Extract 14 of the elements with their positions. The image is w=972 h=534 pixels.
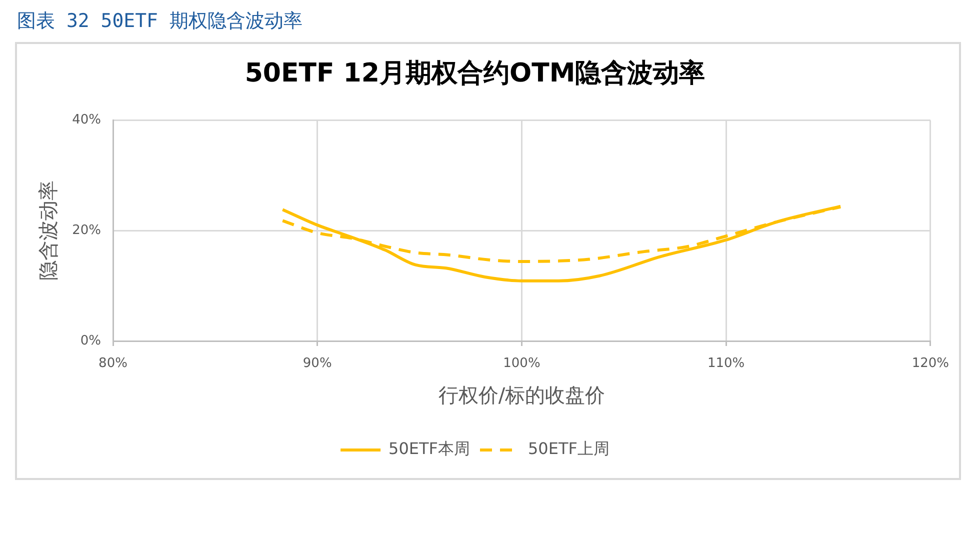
legend-label: 50ETF上周 — [528, 439, 610, 458]
x-axis-title: 行权价/标的收盘价 — [438, 383, 606, 408]
x-tick-label: 90% — [302, 356, 332, 372]
legend-label: 50ETF本周 — [388, 439, 470, 458]
x-tick-label: 120% — [912, 356, 950, 372]
x-tick-label: 80% — [98, 356, 128, 372]
x-tick-label: 100% — [503, 356, 540, 372]
chart-title: 50ETF 12月期权合约OTM隐含波动率 — [244, 58, 706, 88]
y-tick-label: 40% — [72, 112, 101, 128]
y-axis-title: 隐含波动率 — [36, 180, 60, 281]
y-tick-label: 0% — [80, 333, 101, 348]
text: 图表 32 50ETF 期权隐含波动率 — [17, 10, 302, 33]
x-tick-label: 110% — [707, 356, 745, 372]
y-tick-label: 20% — [72, 222, 101, 238]
